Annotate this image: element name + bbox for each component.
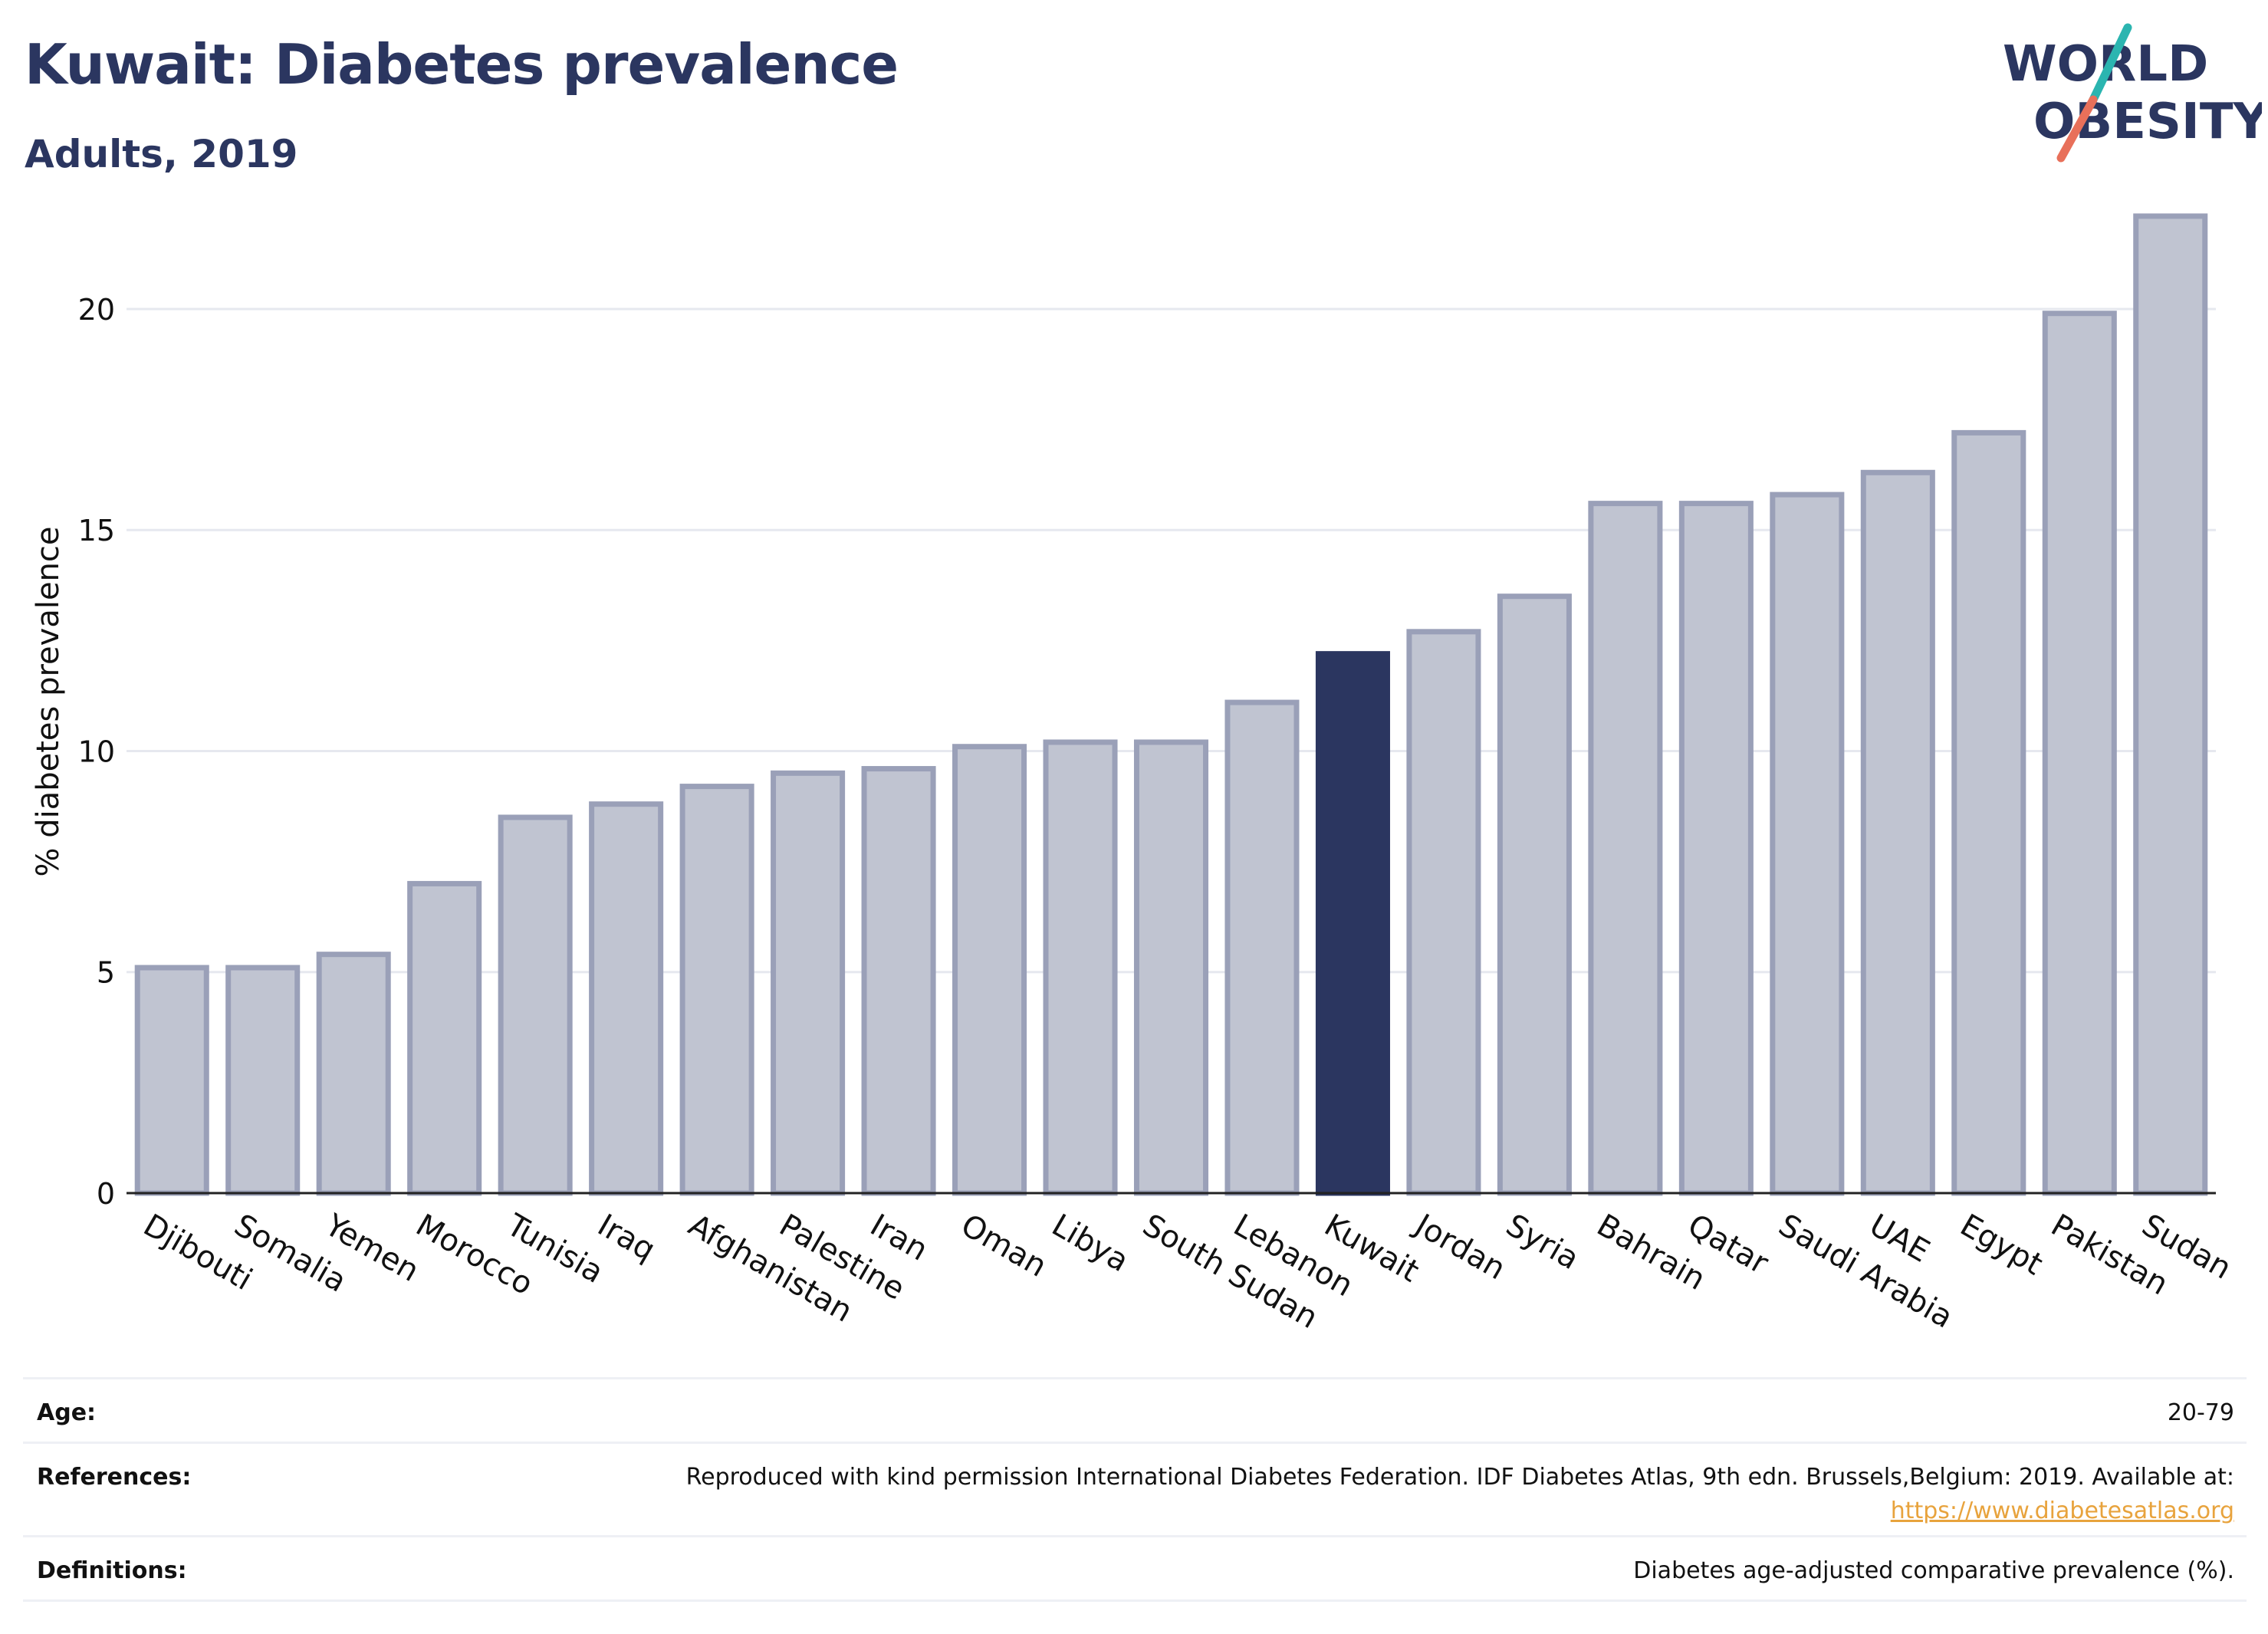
bar-tunisia[interactable]	[498, 814, 573, 1196]
bar-south-sudan[interactable]	[1133, 739, 1209, 1196]
chart-title: Kuwait: Diabetes prevalence	[25, 32, 899, 97]
bar-morocco[interactable]	[407, 880, 482, 1196]
bars	[134, 213, 2208, 1196]
y-tick-label: 20	[78, 293, 115, 327]
bar-syria[interactable]	[1497, 593, 1572, 1196]
bar-sudan[interactable]	[2133, 213, 2208, 1196]
info-bottom-rule	[23, 1599, 2247, 1602]
bar-egypt[interactable]	[1951, 429, 2026, 1196]
bar-kuwait[interactable]	[1315, 651, 1390, 1196]
bar-chart: 05101520DjiboutiSomaliaYemenMoroccoTunis…	[31, 213, 2237, 1336]
logo-slash-bottom	[2056, 95, 2098, 163]
logo-slash-top	[2089, 23, 2132, 104]
info-row-references: References: Reproduced with kind permiss…	[23, 1442, 2247, 1537]
bar-palestine[interactable]	[771, 770, 846, 1196]
x-tick-label: Oman	[955, 1208, 1053, 1284]
bar-djibouti[interactable]	[134, 965, 209, 1196]
bar-saudi-arabia[interactable]	[1770, 492, 1845, 1196]
references-link[interactable]: https://www.diabetesatlas.org	[1890, 1498, 2234, 1524]
age-value: 20-79	[2167, 1399, 2234, 1426]
x-tick-label: Libya	[1046, 1208, 1135, 1279]
bar-uae[interactable]	[1860, 469, 1935, 1196]
bar-iran[interactable]	[861, 766, 936, 1196]
bar-oman[interactable]	[952, 744, 1027, 1196]
y-tick-label: 15	[78, 514, 115, 547]
y-tick-label: 10	[78, 735, 115, 768]
bar-afghanistan[interactable]	[679, 784, 754, 1196]
bar-jordan[interactable]	[1406, 629, 1481, 1196]
y-axis-label: % diabetes prevalence	[31, 526, 66, 876]
info-row-definitions: Definitions: Diabetes age-adjusted compa…	[23, 1535, 2247, 1602]
bar-bahrain[interactable]	[1588, 501, 1663, 1196]
definitions-value: Diabetes age-adjusted comparative preval…	[1633, 1557, 2234, 1584]
age-label: Age:	[37, 1399, 97, 1426]
references-label: References:	[37, 1464, 192, 1491]
definitions-label: Definitions:	[37, 1557, 187, 1584]
info-row-age: Age: 20-79	[23, 1377, 2247, 1444]
bar-qatar[interactable]	[1678, 501, 1754, 1196]
bar-iraq[interactable]	[589, 801, 664, 1196]
bar-lebanon[interactable]	[1224, 699, 1300, 1196]
bar-libya[interactable]	[1043, 739, 1118, 1196]
bar-somalia[interactable]	[225, 965, 301, 1196]
y-tick-label: 0	[97, 1177, 115, 1211]
bar-yemen[interactable]	[316, 952, 391, 1196]
references-text: Reproduced with kind permission Internat…	[685, 1464, 2234, 1491]
y-tick-label: 5	[97, 956, 115, 990]
bar-pakistan[interactable]	[2042, 311, 2117, 1196]
x-tick-label: Syria	[1500, 1208, 1585, 1277]
x-tick-label: Egypt	[1954, 1208, 2049, 1283]
world-obesity-logo: WORLD OBESITY	[2003, 23, 2262, 163]
x-tick-label: Saudi Arabia	[1773, 1208, 1959, 1336]
x-tick-label: Jordan	[1407, 1206, 1511, 1287]
chart-subtitle: Adults, 2019	[25, 132, 298, 176]
